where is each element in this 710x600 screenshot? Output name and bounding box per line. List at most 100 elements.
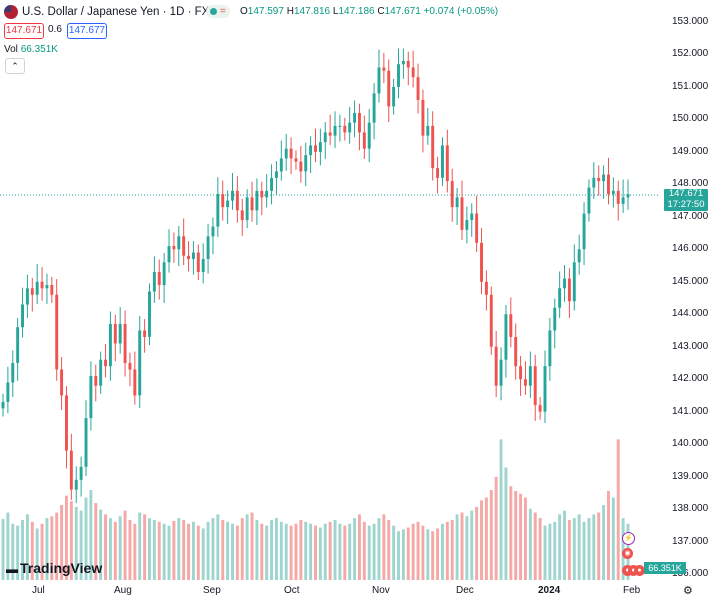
candle-body bbox=[328, 132, 332, 136]
candle-body bbox=[616, 190, 620, 204]
candle-body bbox=[152, 272, 156, 292]
volume-bar bbox=[177, 518, 181, 580]
candle-body bbox=[397, 64, 400, 87]
volume-bar bbox=[187, 523, 191, 580]
lightning-event-icon[interactable]: ⚡ bbox=[622, 532, 635, 545]
candle-body bbox=[504, 314, 508, 360]
candle-body bbox=[99, 359, 103, 386]
candle-body bbox=[69, 450, 73, 490]
candle-body bbox=[177, 236, 181, 250]
candle-body bbox=[572, 262, 576, 302]
volume-bar bbox=[235, 525, 239, 580]
candle-body bbox=[6, 382, 10, 402]
volume-bar bbox=[509, 486, 513, 580]
candle-body bbox=[440, 145, 444, 178]
volume-bar bbox=[397, 531, 400, 580]
volume-bar bbox=[108, 518, 112, 580]
symbol-title[interactable]: U.S. Dollar / Japanese Yen · 1D · FXCM bbox=[22, 6, 228, 18]
volume-bar bbox=[499, 439, 503, 580]
candle-body bbox=[431, 125, 435, 169]
us-economic-event-icon[interactable]: ● bbox=[628, 565, 639, 576]
volume-bar bbox=[133, 523, 137, 580]
candle-body bbox=[255, 190, 259, 211]
volume-bars bbox=[1, 439, 630, 580]
volume-bar bbox=[353, 518, 357, 580]
volume-legend[interactable]: Vol 66.351K bbox=[4, 44, 58, 55]
volume-bar bbox=[548, 523, 552, 580]
volume-bar bbox=[270, 520, 274, 580]
volume-bar bbox=[406, 527, 410, 580]
candle-body bbox=[94, 375, 98, 386]
volume-bar bbox=[597, 512, 601, 580]
event-marker-icon[interactable]: ◉ bbox=[622, 548, 633, 559]
candle-body bbox=[25, 288, 29, 305]
volume-bar bbox=[289, 525, 293, 580]
volume-bar bbox=[484, 497, 488, 580]
us-economic-event-icon[interactable]: ● bbox=[622, 565, 633, 576]
candle-body bbox=[587, 187, 591, 214]
sell-button[interactable]: 147.671 bbox=[4, 23, 44, 39]
volume-bar bbox=[572, 518, 576, 580]
candle-body bbox=[475, 213, 479, 243]
volume-bar bbox=[99, 509, 103, 580]
high-value: 147.816 bbox=[293, 6, 331, 17]
candle-body bbox=[367, 122, 371, 149]
volume-bar bbox=[50, 516, 54, 580]
candle-body bbox=[270, 177, 274, 191]
volume-bar bbox=[245, 514, 249, 580]
candle-body bbox=[196, 252, 200, 273]
candle-body bbox=[602, 174, 606, 182]
volume-bar bbox=[40, 523, 44, 580]
collapse-legend-button[interactable]: ⌃ bbox=[5, 58, 25, 74]
us-economic-event-icon[interactable]: ● bbox=[634, 565, 645, 576]
volume-bar bbox=[494, 476, 498, 580]
candle-body bbox=[465, 220, 469, 230]
candle-body bbox=[607, 174, 610, 195]
candle-body bbox=[143, 330, 147, 337]
candle-body bbox=[16, 327, 20, 363]
candle-body bbox=[450, 181, 454, 208]
volume-bar bbox=[60, 505, 64, 580]
candle-body bbox=[494, 346, 498, 386]
candle-body bbox=[157, 272, 161, 286]
candle-body bbox=[543, 366, 547, 412]
volume-bar bbox=[523, 497, 527, 580]
volume-bar bbox=[1, 519, 5, 580]
volume-bar bbox=[143, 514, 147, 580]
candle-body bbox=[211, 226, 215, 237]
volume-bar bbox=[30, 521, 34, 580]
candle-body bbox=[245, 197, 249, 221]
candle-body bbox=[260, 190, 264, 198]
candle-body bbox=[489, 294, 493, 347]
volume-bar bbox=[567, 520, 571, 580]
candle-body bbox=[377, 67, 381, 94]
volume-bar bbox=[79, 510, 83, 580]
volume-bar bbox=[69, 501, 73, 580]
volume-bar bbox=[221, 520, 225, 580]
volume-bar bbox=[45, 518, 49, 580]
volume-bar bbox=[260, 523, 264, 580]
volume-bar bbox=[592, 514, 596, 580]
ohlc-values: O147.597 H147.816 L147.186 C147.671 +0.0… bbox=[240, 6, 499, 17]
candle-body bbox=[436, 168, 440, 178]
candle-body bbox=[294, 158, 298, 162]
market-status-pill[interactable]: = bbox=[206, 5, 230, 18]
candle-body bbox=[314, 145, 317, 152]
candle-body bbox=[235, 190, 239, 211]
volume-bar bbox=[314, 525, 317, 580]
candle-body bbox=[611, 190, 615, 195]
buy-button[interactable]: 147.677 bbox=[67, 23, 107, 39]
volume-value: 66.351K bbox=[20, 44, 58, 55]
volume-bar bbox=[528, 508, 532, 580]
volume-label: Vol bbox=[4, 44, 18, 55]
candle-body bbox=[372, 93, 376, 123]
tradingview-logo[interactable]: ▬ TradingView bbox=[6, 560, 103, 576]
candle-body bbox=[133, 369, 137, 396]
candle-body bbox=[206, 236, 210, 260]
volume-bar bbox=[11, 523, 15, 580]
volume-bar bbox=[392, 525, 396, 580]
candle-body bbox=[123, 323, 127, 363]
gear-icon[interactable]: ⚙ bbox=[683, 585, 693, 597]
candle-body bbox=[299, 161, 303, 172]
